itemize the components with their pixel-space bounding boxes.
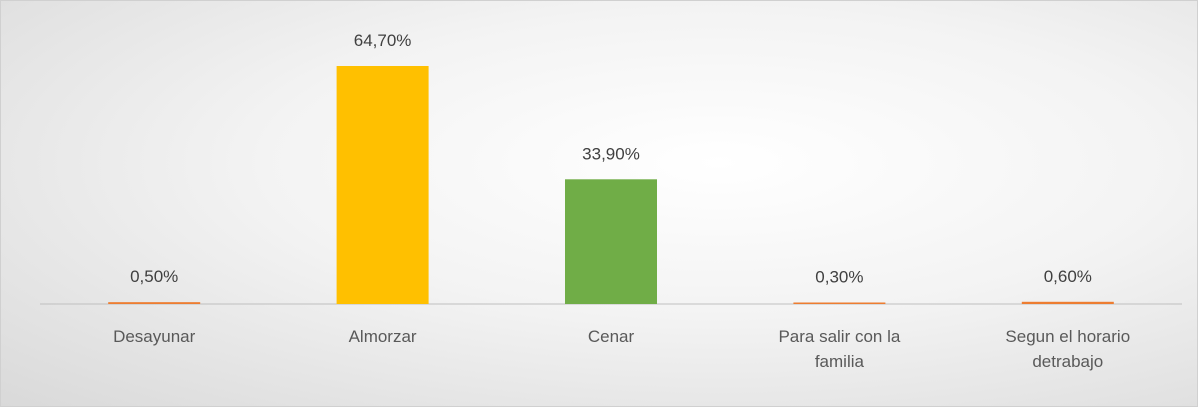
bar <box>336 66 429 304</box>
bar <box>108 302 201 304</box>
value-label: 0,50% <box>130 267 178 286</box>
bar <box>565 179 657 304</box>
value-label: 0,30% <box>815 268 863 287</box>
x-tick-label: Segun el horario detrabajo <box>1005 327 1131 371</box>
value-label: 0,60% <box>1044 267 1092 286</box>
x-tick-label: Cenar <box>587 327 635 346</box>
x-tick-label: Para salir con la familia <box>778 327 901 371</box>
bar <box>1021 301 1114 304</box>
value-label: 64,70% <box>354 31 412 50</box>
bar <box>793 302 886 304</box>
x-tick-label: Almorzar <box>348 327 417 346</box>
x-tick-label: Desayunar <box>113 327 196 346</box>
value-label: 33,90% <box>582 144 640 163</box>
